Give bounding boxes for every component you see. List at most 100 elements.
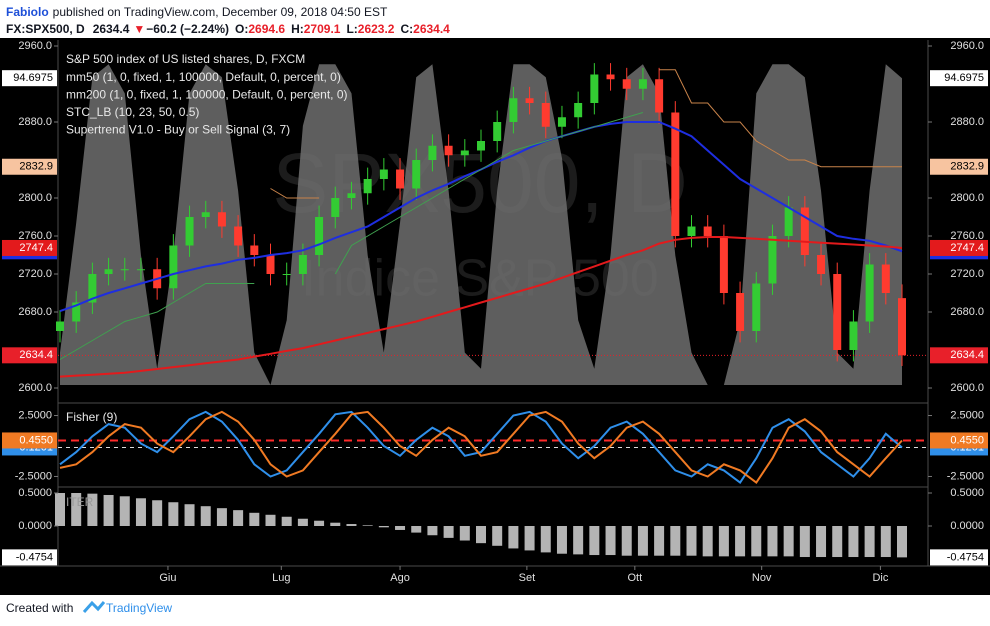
y-tick-label: 0.0000 <box>18 520 52 532</box>
iter-bar <box>216 508 227 526</box>
candle-body <box>606 74 615 80</box>
iter-bar <box>508 526 519 549</box>
x-tick-label: Ago <box>390 572 410 584</box>
candle-body <box>493 122 502 141</box>
iter-bar <box>718 526 729 557</box>
candle-body <box>784 207 793 236</box>
candle-body <box>282 274 291 275</box>
iter-bar <box>184 504 195 526</box>
iter-bar <box>265 514 276 526</box>
y-tick-label: 2760.0 <box>18 230 52 242</box>
candle-body <box>655 79 664 113</box>
price-badge-label: 2634.4 <box>19 349 53 361</box>
footer-brand[interactable]: TradingView <box>106 601 172 615</box>
candle-body <box>250 245 259 255</box>
iter-bar <box>378 526 389 528</box>
iter-bar <box>200 506 211 526</box>
iter-bar <box>330 522 341 526</box>
header-line: Fabiolo published on TradingView.com, Dec… <box>6 5 388 19</box>
iter-bar <box>119 496 130 526</box>
iter-bar <box>297 518 308 526</box>
iter-bar <box>654 526 665 556</box>
legend-entry: mm50 (1, 0, fixed, 1, 100000, Default, 0… <box>66 70 341 84</box>
iter-bar <box>670 526 681 556</box>
candle-body <box>185 217 194 246</box>
iter-bar <box>87 493 98 526</box>
price-badge-label: 2747.4 <box>19 242 53 254</box>
close-key: C: <box>400 22 413 36</box>
iter-bar <box>152 500 163 526</box>
low-key: L: <box>346 22 357 36</box>
stc-area <box>60 64 902 385</box>
candle-body <box>719 236 728 293</box>
author[interactable]: Fabiolo <box>6 5 49 19</box>
price-badge <box>2 70 57 87</box>
candle-body <box>541 103 550 127</box>
candle-body <box>72 302 81 322</box>
candle-body <box>736 293 745 331</box>
candle-body <box>509 98 518 122</box>
iter-bar <box>783 526 794 557</box>
candle-body <box>865 264 874 322</box>
frame <box>0 40 990 567</box>
candle-body <box>638 79 647 89</box>
iter-bar <box>168 502 179 526</box>
iter-bar <box>281 516 292 526</box>
candle-body <box>800 207 809 255</box>
y-tick-label: 2800.0 <box>950 192 984 204</box>
candle-body <box>460 150 469 156</box>
iter-bar <box>864 526 875 558</box>
price-badge <box>2 347 57 364</box>
legend-title: S&P 500 index of US listed shares, D, FX… <box>66 52 305 66</box>
price-badge-label: 0.4550 <box>950 434 984 446</box>
y-tick-label: 2760.0 <box>950 230 984 242</box>
iter-bar <box>55 493 65 526</box>
change-arrow: ▼ <box>133 22 145 36</box>
price-badge <box>930 239 988 256</box>
price-badge <box>930 70 988 87</box>
published: published on TradingView.com, December 0… <box>53 5 388 19</box>
fisher-line <box>59 410 903 485</box>
iter-bar <box>702 526 713 557</box>
y-tick-label: 2880.0 <box>18 116 52 128</box>
fisher-line <box>59 410 903 485</box>
price-badge-label: 2747.4 <box>950 242 984 254</box>
iter-bar <box>443 526 454 538</box>
iter-bar <box>880 526 891 558</box>
x-tick-label: Dic <box>872 572 888 584</box>
iter-bar <box>314 520 325 526</box>
y-tick-label: 2680.0 <box>950 306 984 318</box>
candle-body <box>428 145 437 160</box>
y-tick-label: -2.5000 <box>15 470 52 482</box>
x-tick-label: Lug <box>272 572 290 584</box>
footer-bg <box>0 595 990 626</box>
iter-bar <box>605 526 616 556</box>
candle-body <box>622 79 631 89</box>
footer-created: Created with <box>6 601 73 615</box>
candle-body <box>574 103 583 118</box>
indicator-line <box>59 112 644 360</box>
iter-bar <box>411 526 422 533</box>
high-value: 2709.1 <box>304 22 341 36</box>
iter-bar <box>735 526 746 557</box>
iter-bar <box>459 526 470 541</box>
candle-body <box>898 298 906 356</box>
high-key: H: <box>291 22 304 36</box>
price-badge-label: 2634.4 <box>950 349 984 361</box>
iter-bar <box>637 526 648 556</box>
candle-body <box>363 179 372 194</box>
price-badge <box>2 158 57 175</box>
open-value: 2694.6 <box>248 22 285 36</box>
candle-body <box>477 141 485 151</box>
legend-entry: mm200 (1, 0, fixed, 1, 100000, Default, … <box>66 88 348 102</box>
candle-body <box>833 274 842 350</box>
candle-body <box>396 169 405 189</box>
price-badge <box>930 347 988 364</box>
low-value: 2623.2 <box>358 22 395 36</box>
candle-body <box>768 236 777 284</box>
legend-entry: Supertrend V1.0 - Buy or Sell Signal (3,… <box>66 123 290 137</box>
y-tick-label: 2600.0 <box>950 382 984 394</box>
y-tick-label: 2720.0 <box>18 268 52 280</box>
